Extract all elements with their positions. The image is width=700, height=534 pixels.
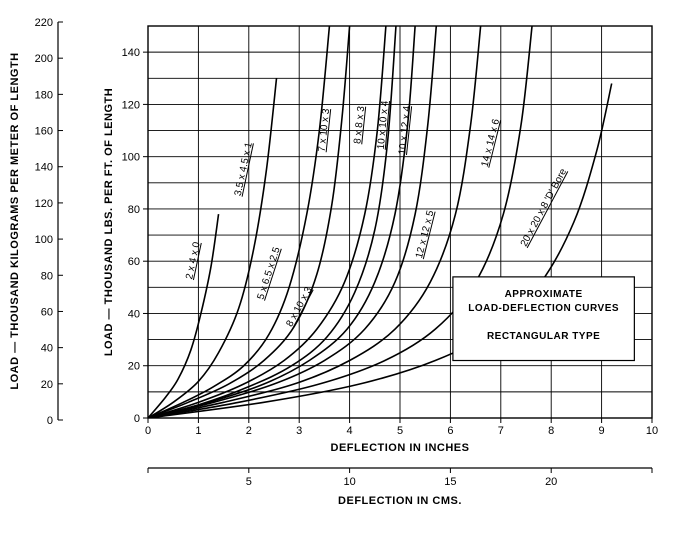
y-lb-tick: 80 bbox=[128, 204, 140, 216]
y-kg-tick: 60 bbox=[41, 306, 53, 318]
y-kg-tick: 120 bbox=[35, 198, 53, 210]
load-deflection-chart: 0 1 2 3 4 5 6 7 8 9 10 DEFLECTION IN INCHES 0 20 40 60 8… bbox=[0, 0, 700, 534]
y-kg-tick: 20 bbox=[41, 379, 53, 391]
curve bbox=[148, 78, 277, 418]
curve-label: 14 x 14 x 6 bbox=[480, 118, 503, 169]
curve-label: 10 x 10 x 4 bbox=[376, 100, 391, 150]
y-lb-tick: 60 bbox=[128, 256, 140, 268]
x-in-tick: 9 bbox=[599, 425, 605, 437]
y-lb-tick: 120 bbox=[122, 99, 140, 111]
x-in-tick: 0 bbox=[145, 425, 151, 437]
y-kg-tick: 200 bbox=[35, 53, 53, 65]
x-cm-tick: 20 bbox=[545, 476, 557, 488]
y-lb-tick: 140 bbox=[122, 47, 140, 59]
y-kg-tick: 160 bbox=[35, 126, 53, 138]
y-lb-label: LOAD — THOUSAND LBS. PER FT. OF LENGTH bbox=[103, 88, 115, 356]
curve-label: 8 x 8 x 3 bbox=[352, 105, 367, 144]
legend-line: RECTANGULAR TYPE bbox=[487, 331, 600, 342]
y-kg-tick: 220 bbox=[35, 17, 53, 29]
x-cm-label: DEFLECTION IN CMS. bbox=[338, 495, 462, 507]
curve bbox=[148, 26, 396, 418]
curve-label: 20 x 20 x 8 'D' Bore bbox=[519, 167, 570, 249]
y-kg-tick: 0 bbox=[47, 415, 53, 427]
y-lb-tick: 100 bbox=[122, 152, 140, 164]
curve bbox=[148, 214, 219, 418]
x-cm-tick: 5 bbox=[246, 476, 252, 488]
legend-line: APPROXIMATE bbox=[505, 289, 583, 300]
y-kg-tick: 140 bbox=[35, 162, 53, 174]
x-in-label: DEFLECTION IN INCHES bbox=[331, 442, 470, 454]
x-in-tick: 5 bbox=[397, 425, 403, 437]
y-kg-tick: 80 bbox=[41, 270, 53, 282]
x-cm-tick: 15 bbox=[444, 476, 456, 488]
curve bbox=[148, 26, 386, 418]
y-kg-tick: 40 bbox=[41, 343, 53, 355]
curve-label: 3.5 x 4.5 x 1 bbox=[233, 141, 255, 197]
curve-label: 7 x 10 x 3 bbox=[317, 108, 333, 153]
y-lb-tick: 0 bbox=[134, 413, 140, 425]
x-in-tick: 4 bbox=[347, 425, 353, 437]
y-lb-tick: 20 bbox=[128, 361, 140, 373]
y-lb-tick: 40 bbox=[128, 308, 140, 320]
x-in-tick: 6 bbox=[447, 425, 453, 437]
x-in-tick: 10 bbox=[646, 425, 658, 437]
y-kg-tick: 100 bbox=[35, 234, 53, 246]
curve-label: 10 x 12 x 4 bbox=[397, 105, 413, 155]
x-in-tick: 7 bbox=[498, 425, 504, 437]
curve-label: 12 x 12 x 5 bbox=[414, 209, 437, 260]
legend-line: LOAD-DEFLECTION CURVES bbox=[468, 303, 619, 314]
curve-label: 5 x 6.5 x 2.5 bbox=[255, 245, 282, 301]
x-in-tick: 8 bbox=[548, 425, 554, 437]
x-in-tick: 2 bbox=[246, 425, 252, 437]
y-kg-tick: 180 bbox=[35, 89, 53, 101]
y-kg-label: LOAD — THOUSAND KILOGRAMS PER METER OF L… bbox=[9, 52, 21, 389]
curve-label: 2 x 4 x 0 bbox=[184, 241, 203, 281]
x-in-tick: 3 bbox=[296, 425, 302, 437]
x-in-tick: 1 bbox=[195, 425, 201, 437]
x-cm-tick: 10 bbox=[343, 476, 355, 488]
